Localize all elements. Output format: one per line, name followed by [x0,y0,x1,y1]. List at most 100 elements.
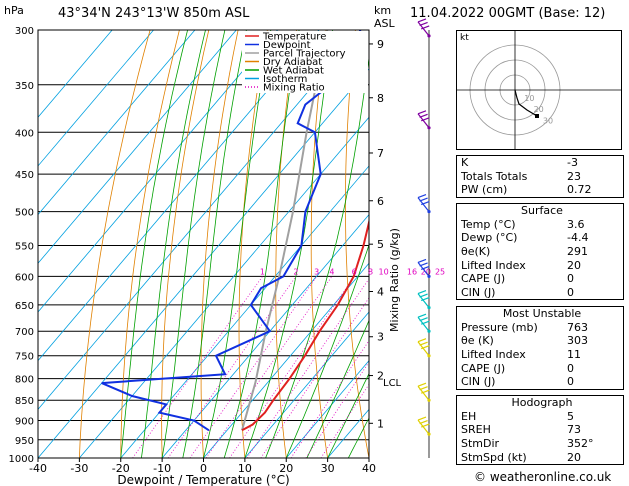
index-row: Lifted Index 20 [457,258,623,272]
index-value: 0 [567,285,574,299]
height-km-label: 6 [377,195,384,208]
temperature-tick-label: 20 [279,462,293,475]
index-row: EH 5 [457,410,623,424]
x-axis-label: Dewpoint / Temperature (°C) [117,473,289,486]
most-unstable-table: Most Unstable Pressure (mb) 763 θe (K) 303 Li… [457,307,623,389]
height-km-label: 5 [377,238,384,251]
index-label: Pressure (mb) [461,320,538,334]
wet-adiabat-line [327,372,369,458]
height-km-label: 3 [377,331,384,344]
temperature-tick-label: -40 [29,462,47,475]
wind-barb [417,290,431,310]
index-value: 20 [567,450,581,464]
isotherm-line [38,30,361,410]
pressure-tick-label: 800 [15,375,34,386]
index-row: θe (K) 303 [457,334,623,348]
mixing-ratio-label: 16 [407,267,417,276]
lcl-label: LCL [383,378,402,389]
mixing-ratio-label: 10 [379,267,389,276]
temperature-line [241,218,369,432]
dewpoint-line [101,30,362,432]
legend-entry: Parcel Trajectory [263,49,346,60]
height-km-label: 8 [377,92,384,105]
isotherm-line [38,30,237,264]
wet-adiabat-line [182,30,247,458]
index-label: CIN (J) [461,285,496,299]
index-row: θe(K) 291 [457,245,623,259]
mixing-ratio-line [189,276,318,458]
index-value: 20 [567,258,581,272]
asl-unit-label: ASL [374,17,395,30]
legend-box [242,31,368,93]
index-value: 0 [567,361,574,375]
index-value: 352° [567,437,594,451]
mixing-ratio-line [205,276,333,458]
index-value: 23 [567,169,581,183]
section-title: Most Unstable [502,307,582,321]
temperature-tick-label: 0 [200,462,207,475]
isotherm-line [38,30,278,313]
indices-panel: K -3 Totals Totals 23 PW (cm) 0.72 [456,155,624,198]
legend-entry: Mixing Ratio [263,83,325,94]
wind-barb [417,110,431,130]
index-value: 0 [567,272,574,286]
index-row: Pressure (mb) 763 [457,321,623,335]
hodograph-panel: Hodograph EH 5 SREH 73 StmDir 352° StmSpd (kt) 2… [456,395,624,465]
temperature-tick-label: 40 [362,462,376,475]
section-title-row: Hodograph [457,396,623,410]
dry-adiabat-line [200,30,239,458]
isotherm-line [38,67,369,458]
index-value: 0.72 [567,183,592,197]
legend-entry: Temperature [262,32,326,43]
index-row: SREH 73 [457,423,623,437]
isotherm-line [79,116,369,458]
index-row: Dewp (°C) -4.4 [457,231,623,245]
hodograph-trace [514,89,538,117]
mixing-ratio-label: 8 [368,267,373,276]
index-value: 5 [567,409,574,423]
height-km-label: 9 [377,38,384,51]
datetime-title: 11.04.2022 00GMT (Base: 12) [410,6,606,21]
index-row: CAPE (J) 0 [457,361,623,375]
index-label: EH [461,409,477,423]
index-row: CIN (J) 0 [457,375,623,389]
dry-adiabat-line [79,30,151,458]
hodograph-ring-label: 10 [524,94,534,103]
parcel-trajectory-line [241,30,329,431]
storm-motion-marker [535,114,539,118]
surface-table: Surface Temp (°C) 3.6 Dewp (°C) -4.4 θe(K) 291… [457,204,623,299]
wind-barb [417,18,431,38]
isotherm-line [38,30,320,362]
index-label: CIN (J) [461,375,496,389]
copyright-text: © weatheronline.co.uk [474,470,612,484]
pressure-tick-label: 450 [15,170,34,181]
isotherm-line [38,30,196,216]
hodograph-table: Hodograph EH 5 SREH 73 StmDir 352° StmSpd (kt) 2… [457,396,623,464]
wind-barb [417,416,431,436]
legend-entry: Dry Adiabat [263,57,322,68]
index-row: Totals Totals 23 [457,170,623,184]
temperature-tick-label: -30 [70,462,88,475]
index-label: Totals Totals [461,169,528,183]
dry-adiabat-line [161,30,210,458]
index-row: CAPE (J) 0 [457,272,623,286]
most-unstable-panel: Most Unstable Pressure (mb) 763 θe (K) 303 Li… [456,306,624,390]
index-value: 11 [567,348,581,362]
wet-adiabat-line [306,319,369,458]
section-title: Surface [521,204,563,218]
height-km-label: 1 [377,417,384,430]
temperature-tick-label: 10 [238,462,252,475]
wind-barb [417,194,431,214]
pressure-tick-label: 600 [15,272,34,283]
hodograph-ring-label: 20 [534,105,544,114]
dry-adiabat-line [238,30,268,458]
dry-adiabat-line [120,30,180,458]
mixing-ratio-label: 2 [293,267,298,276]
temperature-tick-label: -20 [112,462,130,475]
hpa-unit-label: hPa [4,4,24,17]
pressure-tick-label: 750 [15,352,34,363]
pressure-tick-label: 400 [15,128,34,139]
wet-adiabat-line [285,243,369,458]
